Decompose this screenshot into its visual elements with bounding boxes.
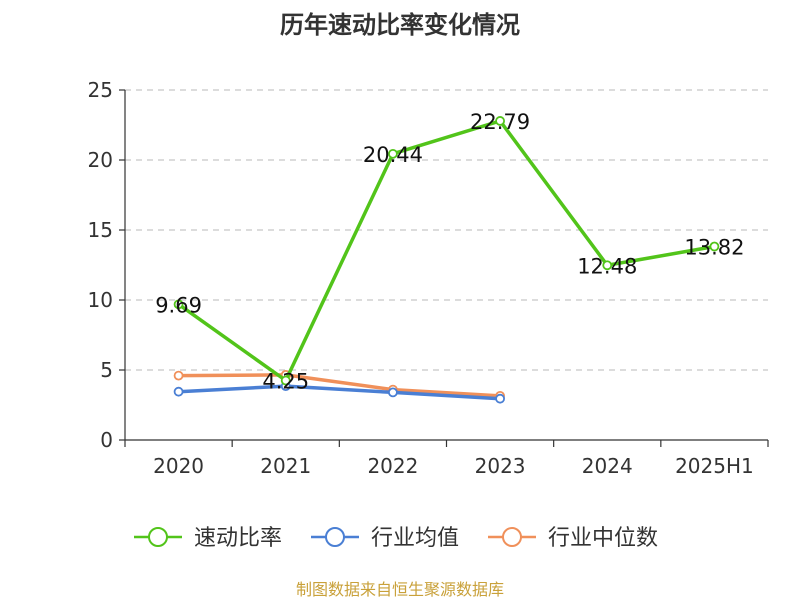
x-tick-label: 2025H1 (675, 454, 754, 478)
legend-item-2[interactable]: 行业中位数 (488, 526, 658, 551)
y-tick-label: 20 (88, 148, 113, 172)
y-tick-label: 25 (88, 78, 113, 102)
x-tick-label: 2020 (153, 454, 204, 478)
series-line-0 (177, 119, 715, 383)
series-layer (173, 116, 720, 404)
data-label: 22.79 (470, 110, 530, 134)
data-point-1-3[interactable] (495, 393, 505, 404)
x-tick-label: 2023 (475, 454, 526, 478)
data-point-0-5[interactable] (709, 241, 720, 252)
series-line-1 (178, 384, 501, 401)
data-point-0-0[interactable] (173, 299, 184, 310)
series-line-2 (178, 373, 501, 398)
y-tick-label: 10 (88, 288, 113, 312)
legend-swatch-marker (502, 527, 522, 547)
data-point-0-4[interactable] (602, 260, 613, 271)
data-point-0-1[interactable] (280, 375, 291, 386)
data-labels: 9.69 4.25 20.44 22.79 12.48 13.82 (155, 110, 744, 394)
x-tick-label: 2022 (367, 454, 418, 478)
legend-swatch-marker (148, 527, 168, 547)
legend-swatch-marker (325, 527, 345, 547)
legend-label: 行业均值 (371, 526, 459, 551)
data-label: 9.69 (155, 293, 202, 317)
y-tick-label: 15 (88, 218, 113, 242)
data-point-1-0[interactable] (173, 386, 184, 397)
legend-item-1[interactable]: 行业均值 (311, 526, 459, 551)
data-point-2-0[interactable] (173, 370, 184, 381)
legend-label: 速动比率 (194, 526, 282, 551)
legend-label: 行业中位数 (548, 526, 658, 551)
data-label: 20.44 (363, 143, 423, 167)
data-point-0-3[interactable] (495, 116, 505, 126)
x-tick-label: 2021 (260, 454, 311, 478)
x-tick-label: 2024 (582, 454, 633, 478)
legend-item-0[interactable]: 速动比率 (134, 526, 282, 551)
y-tick-label: 0 (100, 428, 113, 452)
y-tick-label: 5 (100, 358, 113, 382)
data-label: 13.82 (684, 236, 744, 260)
legend[interactable]: 速动比率 行业均值 行业中位数 (134, 526, 658, 551)
data-label: 12.48 (577, 254, 637, 278)
data-point-0-2[interactable] (388, 148, 398, 159)
grid-lines (125, 89, 768, 371)
axes: 0 5 10 15 20 25 2020 2021 2022 2023 2024 2025H1 (88, 78, 769, 478)
data-label: 4.25 (262, 370, 309, 394)
chart-title: 历年速动比率变化情况 (280, 11, 520, 39)
source-note: 制图数据来自恒生聚源数据库 (296, 580, 504, 599)
data-point-1-2[interactable] (388, 387, 398, 398)
